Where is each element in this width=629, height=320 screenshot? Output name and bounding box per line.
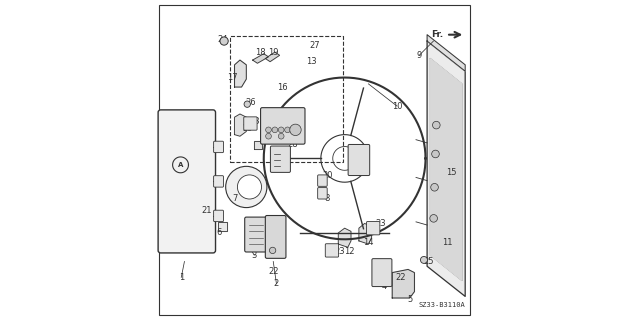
Text: 26: 26 [246,99,257,108]
Text: 25: 25 [423,257,434,266]
Circle shape [431,150,439,158]
Text: 18: 18 [255,48,266,57]
Text: 3: 3 [252,251,257,260]
Polygon shape [253,141,262,149]
Polygon shape [218,222,227,231]
Polygon shape [433,206,452,243]
Text: 29: 29 [243,124,253,133]
Text: 27: 27 [309,41,320,50]
Polygon shape [430,59,462,281]
FancyBboxPatch shape [348,144,370,176]
Circle shape [430,215,437,222]
Text: SZ33-B3110A: SZ33-B3110A [418,301,465,308]
Text: 17: 17 [226,73,237,82]
FancyBboxPatch shape [367,221,380,235]
FancyBboxPatch shape [214,176,223,187]
Text: 23: 23 [335,247,345,257]
Polygon shape [265,52,280,62]
Text: 14: 14 [363,238,374,247]
Circle shape [290,124,301,136]
Circle shape [244,101,250,107]
Text: 28: 28 [287,140,298,148]
Circle shape [226,166,267,208]
Bar [230,36,343,162]
FancyBboxPatch shape [245,217,267,252]
Text: 2: 2 [274,279,279,288]
Text: 4: 4 [382,282,387,292]
Text: 1: 1 [179,273,184,282]
Circle shape [265,127,271,133]
Polygon shape [235,60,247,87]
Polygon shape [235,114,247,136]
Text: 21: 21 [201,206,212,215]
FancyBboxPatch shape [318,188,327,199]
Text: 7: 7 [233,194,238,203]
Polygon shape [359,223,372,244]
Text: 22: 22 [268,267,279,276]
FancyBboxPatch shape [270,146,291,172]
Text: 13: 13 [306,57,316,66]
FancyBboxPatch shape [265,215,286,258]
Polygon shape [338,228,351,247]
Circle shape [269,247,276,253]
Text: 6: 6 [216,228,222,237]
Circle shape [272,127,277,133]
Circle shape [279,127,284,133]
Polygon shape [427,35,465,71]
FancyBboxPatch shape [214,141,223,153]
Text: 12: 12 [344,247,355,257]
FancyBboxPatch shape [318,175,327,186]
Text: 11: 11 [442,238,453,247]
Circle shape [433,121,440,129]
Circle shape [237,175,262,199]
Text: Fr.: Fr. [431,30,443,39]
Text: 15: 15 [446,168,456,177]
FancyBboxPatch shape [214,210,223,222]
FancyBboxPatch shape [244,117,257,130]
Circle shape [285,127,291,133]
Text: 19: 19 [268,48,279,57]
Text: 9: 9 [416,51,422,60]
Circle shape [420,256,428,263]
FancyBboxPatch shape [158,110,216,253]
Text: 8: 8 [325,194,330,203]
FancyBboxPatch shape [325,244,338,257]
Text: A: A [178,162,183,168]
Circle shape [279,133,284,139]
Circle shape [220,37,228,45]
Polygon shape [427,41,465,296]
Text: 22: 22 [395,273,406,282]
Circle shape [431,183,438,191]
Polygon shape [392,269,415,298]
Text: 23: 23 [376,219,386,228]
Text: 24: 24 [217,35,228,44]
FancyBboxPatch shape [372,259,392,287]
Text: 20: 20 [322,172,333,180]
Text: 23: 23 [249,117,260,126]
Circle shape [265,133,271,139]
Polygon shape [253,54,269,63]
Text: 10: 10 [392,101,402,111]
Text: 5: 5 [407,295,412,304]
Text: 16: 16 [277,83,288,92]
FancyBboxPatch shape [260,108,305,144]
